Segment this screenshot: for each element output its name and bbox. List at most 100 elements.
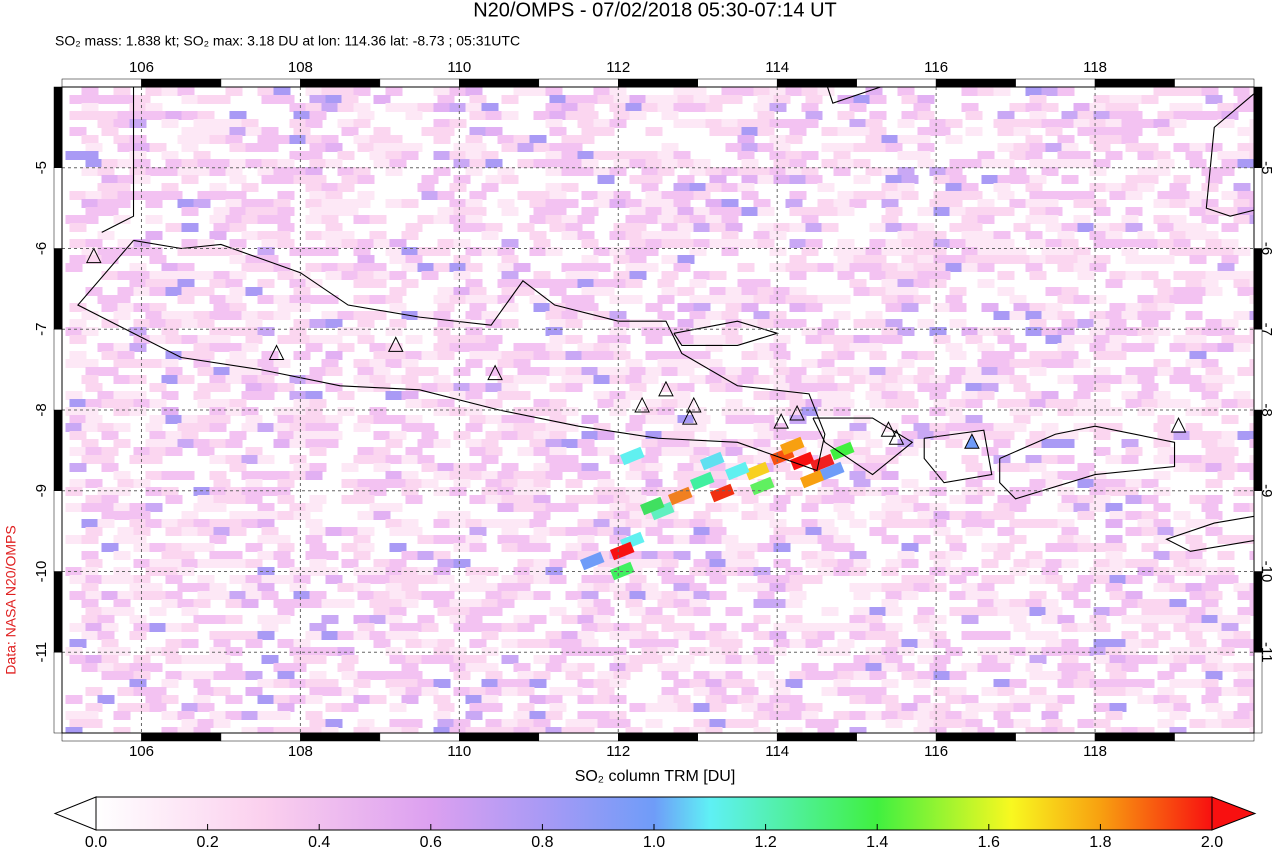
pixel xyxy=(865,439,883,448)
pixel xyxy=(437,351,455,360)
pixel xyxy=(1089,199,1107,208)
title: N20/OMPS - 07/02/2018 05:30-07:14 UT xyxy=(473,0,837,21)
pixel xyxy=(197,543,215,552)
pixel xyxy=(1125,447,1143,456)
pixel xyxy=(1061,671,1079,680)
pixel xyxy=(981,607,999,616)
pixel xyxy=(981,511,999,520)
pixel xyxy=(117,111,135,120)
pixel xyxy=(453,207,471,216)
pixel xyxy=(481,103,499,112)
pixel xyxy=(929,503,947,512)
pixel xyxy=(1233,487,1251,496)
pixel xyxy=(69,463,87,472)
pixel xyxy=(693,527,711,536)
pixel xyxy=(869,383,887,392)
pixel xyxy=(545,151,563,160)
pixel xyxy=(625,727,643,733)
pixel xyxy=(181,415,199,424)
pixel xyxy=(677,207,695,216)
pixel xyxy=(97,663,115,672)
pixel xyxy=(1045,431,1063,440)
pixel xyxy=(357,191,375,200)
pixel xyxy=(1093,95,1111,104)
pixel xyxy=(949,223,967,232)
pixel xyxy=(561,151,579,160)
pixel xyxy=(241,599,259,608)
pixel xyxy=(949,351,967,360)
pixel xyxy=(193,727,211,733)
pixel xyxy=(257,199,275,208)
pixel xyxy=(1249,455,1254,464)
pixel xyxy=(913,487,931,496)
pixel xyxy=(565,319,583,328)
pixel xyxy=(1045,303,1063,312)
pixel xyxy=(273,727,291,733)
pixel xyxy=(81,663,99,672)
pixel xyxy=(849,375,867,384)
pixel xyxy=(1057,471,1075,480)
pixel xyxy=(229,591,247,600)
pixel xyxy=(245,543,263,552)
pixel xyxy=(1153,503,1171,512)
pixel xyxy=(257,375,275,384)
pixel xyxy=(113,727,131,733)
pixel xyxy=(1013,607,1031,616)
pixel xyxy=(1249,695,1254,704)
pixel xyxy=(881,199,899,208)
pixel xyxy=(1217,455,1235,464)
pixel xyxy=(561,423,579,432)
pixel xyxy=(161,87,179,96)
pixel xyxy=(949,239,967,248)
pixel xyxy=(1249,407,1254,416)
pixel xyxy=(565,383,583,392)
pixel xyxy=(197,191,215,200)
pixel xyxy=(885,207,903,216)
pixel xyxy=(437,399,455,408)
pixel xyxy=(805,95,823,104)
pixel xyxy=(981,687,999,696)
pixel xyxy=(549,415,567,424)
pixel xyxy=(177,551,195,560)
pixel xyxy=(933,255,951,264)
pixel xyxy=(609,279,627,288)
pixel xyxy=(657,215,675,224)
pixel xyxy=(549,575,567,584)
pixel xyxy=(1201,183,1219,192)
pixel xyxy=(497,503,515,512)
pixel xyxy=(165,431,183,440)
pixel xyxy=(785,167,803,176)
pixel xyxy=(1157,399,1175,408)
pixel xyxy=(1061,175,1079,184)
pixel xyxy=(277,543,295,552)
pixel xyxy=(789,703,807,712)
pixel xyxy=(657,295,675,304)
pixel xyxy=(85,607,103,616)
pixel xyxy=(849,279,867,288)
pixel xyxy=(737,471,755,480)
pixel xyxy=(561,231,579,240)
pixel xyxy=(837,271,855,280)
pixel xyxy=(597,447,615,456)
pixel xyxy=(437,655,455,664)
pixel xyxy=(709,383,727,392)
pixel xyxy=(693,159,711,168)
pixel xyxy=(993,455,1011,464)
pixel xyxy=(1013,415,1031,424)
pixel xyxy=(549,527,567,536)
pixel xyxy=(769,647,787,656)
pixel xyxy=(1089,295,1107,304)
pixel xyxy=(181,207,199,216)
pixel xyxy=(101,463,119,472)
pixel xyxy=(101,399,119,408)
pixel xyxy=(1029,687,1047,696)
pixel xyxy=(405,639,423,648)
pixel xyxy=(613,255,631,264)
pixel xyxy=(433,375,451,384)
pixel xyxy=(1093,239,1111,248)
pixel xyxy=(673,231,691,240)
pixel xyxy=(517,447,535,456)
pixel xyxy=(1157,159,1175,168)
pixel xyxy=(533,527,551,536)
pixel xyxy=(65,727,83,733)
